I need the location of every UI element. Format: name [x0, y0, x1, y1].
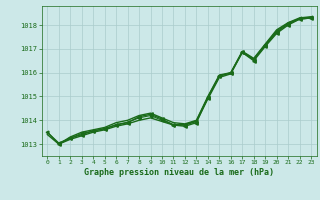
X-axis label: Graphe pression niveau de la mer (hPa): Graphe pression niveau de la mer (hPa) — [84, 168, 274, 177]
